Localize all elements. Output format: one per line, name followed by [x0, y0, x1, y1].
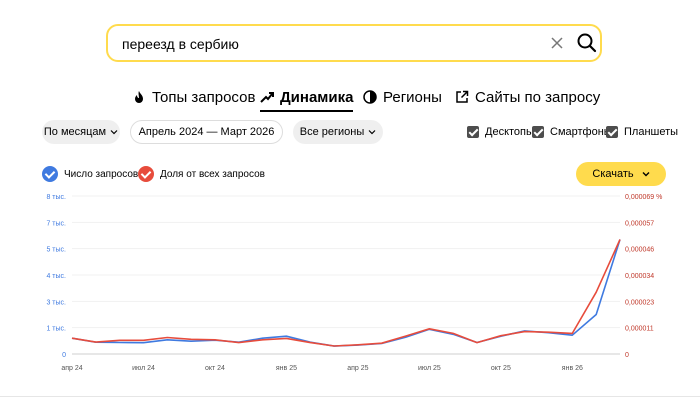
- line-chart: 8 тыс. 0,000069 % 7 тыс. 0,000057 5 тыс. 0,00…: [46, 194, 662, 372]
- search-input[interactable]: [122, 35, 522, 53]
- checkbox-tablet[interactable]: Планшеты: [606, 125, 678, 139]
- period-select[interactable]: По месяцам: [42, 120, 120, 144]
- x-tick-label: окт 24: [205, 365, 225, 372]
- chevron-down-icon: [642, 172, 650, 177]
- tab-dynamics[interactable]: Динамика: [260, 86, 354, 112]
- y-left-tick-label: 5 тыс.: [46, 247, 66, 254]
- legend-label: Число запросов: [64, 168, 139, 180]
- tab-label: Динамика: [280, 88, 354, 106]
- y-left-tick-label: 4 тыс.: [46, 273, 66, 280]
- clear-icon[interactable]: [548, 34, 566, 52]
- y-left-tick-label: 7 тыс.: [46, 220, 66, 227]
- x-tick-label: июл 25: [418, 365, 441, 372]
- y-right-tick-label: 0,000011: [625, 326, 654, 333]
- x-tick-label: апр 24: [61, 365, 82, 372]
- tabs-bar: Топы запросов Динамика Регионы Сайты по …: [0, 86, 700, 112]
- y-right-tick-label: 0: [625, 352, 629, 359]
- checkbox-icon: [467, 126, 479, 138]
- y-right-tick-label: 0,000057: [625, 220, 654, 227]
- checkbox-label: Смартфоны: [550, 126, 612, 138]
- trend-icon: [260, 92, 274, 103]
- checkbox-smartphone[interactable]: Смартфоны: [532, 125, 612, 139]
- download-label: Скачать: [592, 168, 634, 180]
- tab-top-queries[interactable]: Топы запросов: [132, 86, 255, 108]
- x-tick-label: апр 25: [347, 365, 368, 372]
- legend-share[interactable]: Доля от всех запросов: [138, 165, 265, 183]
- checkbox-icon: [606, 126, 618, 138]
- divider: [0, 396, 700, 397]
- globe-icon: [363, 90, 377, 104]
- y-left-tick-label: 8 тыс.: [46, 194, 66, 201]
- date-range-picker[interactable]: Апрель 2024 — Март 2026: [130, 120, 283, 144]
- x-tick-label: июл 24: [132, 365, 155, 372]
- chevron-down-icon: [110, 130, 118, 135]
- y-right-tick-label: 0,000069 %: [625, 194, 662, 201]
- region-label: Все регионы: [299, 126, 365, 138]
- search-icon[interactable]: [576, 32, 598, 54]
- x-tick-label: янв 25: [276, 365, 297, 372]
- flame-icon: [135, 91, 143, 103]
- chevron-down-icon: [368, 130, 376, 135]
- tab-sites[interactable]: Сайты по запросу: [455, 86, 600, 108]
- date-range-label: Апрель 2024 — Март 2026: [138, 126, 275, 138]
- y-left-tick-label: 0: [62, 352, 66, 359]
- period-label: По месяцам: [43, 126, 107, 138]
- checkbox-icon: [532, 126, 544, 138]
- tab-label: Регионы: [383, 88, 442, 106]
- y-right-tick-label: 0,000023: [625, 299, 654, 306]
- y-left-tick-label: 3 тыс.: [46, 299, 66, 306]
- region-select[interactable]: Все регионы: [293, 120, 383, 144]
- download-button[interactable]: Скачать: [576, 162, 666, 186]
- checkbox-desktop[interactable]: Десктопы: [467, 125, 534, 139]
- checkbox-label: Планшеты: [624, 126, 679, 138]
- y-left-tick-label: 1 тыс.: [46, 326, 66, 333]
- legend-check-icon: [138, 166, 154, 182]
- tab-label: Сайты по запросу: [475, 88, 601, 106]
- tab-label: Топы запросов: [152, 88, 256, 106]
- legend-count[interactable]: Число запросов: [42, 165, 138, 183]
- external-link-icon: [456, 90, 469, 103]
- legend-check-icon: [42, 166, 58, 182]
- legend-label: Доля от всех запросов: [160, 168, 265, 180]
- x-tick-label: янв 26: [562, 365, 583, 372]
- series-line-count: [71, 239, 621, 347]
- y-right-tick-label: 0,000034: [625, 273, 654, 280]
- search-box[interactable]: [106, 24, 602, 62]
- tab-regions[interactable]: Регионы: [363, 86, 442, 108]
- series-line-share: [71, 239, 621, 347]
- checkbox-label: Десктопы: [485, 126, 534, 138]
- y-right-tick-label: 0,000046: [625, 247, 654, 254]
- x-tick-label: окт 25: [491, 365, 511, 372]
